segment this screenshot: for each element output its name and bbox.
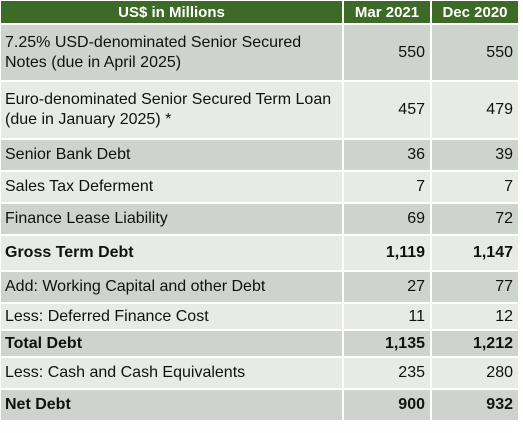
row-dec-2020: 550 — [432, 25, 518, 80]
debt-table: US$ in Millions Mar 2021 Dec 2020 7.25% … — [1, 1, 518, 420]
table-row: Sales Tax Deferment 7 7 — [1, 172, 518, 202]
row-mar-2021: 69 — [344, 204, 430, 234]
row-dec-2020: 280 — [432, 358, 518, 388]
header-mar-2021: Mar 2021 — [344, 1, 430, 23]
row-mar-2021: 550 — [344, 25, 430, 80]
row-label: Senior Bank Debt — [1, 140, 342, 170]
table-row: Gross Term Debt 1,119 1,147 — [1, 236, 518, 270]
row-label: Euro-denominated Senior Secured Term Loa… — [1, 82, 342, 138]
row-dec-2020: 7 — [432, 172, 518, 202]
row-dec-2020: 1,212 — [432, 331, 518, 356]
row-mar-2021: 1,135 — [344, 331, 430, 356]
row-label: Total Debt — [1, 331, 342, 356]
row-label: Add: Working Capital and other Debt — [1, 272, 342, 302]
header-row: US$ in Millions Mar 2021 Dec 2020 — [1, 1, 518, 23]
row-label: Net Debt — [1, 390, 342, 420]
table-row: Add: Working Capital and other Debt 27 7… — [1, 272, 518, 302]
row-mar-2021: 7 — [344, 172, 430, 202]
header-dec-2020: Dec 2020 — [432, 1, 518, 23]
row-mar-2021: 1,119 — [344, 236, 430, 270]
row-label: Less: Cash and Cash Equivalents — [1, 358, 342, 388]
row-dec-2020: 932 — [432, 390, 518, 420]
row-mar-2021: 457 — [344, 82, 430, 138]
row-mar-2021: 11 — [344, 304, 430, 329]
table-row: Senior Bank Debt 36 39 — [1, 140, 518, 170]
row-dec-2020: 39 — [432, 140, 518, 170]
row-label: 7.25% USD-denominated Senior Secured Not… — [1, 25, 342, 80]
table-row: Less: Cash and Cash Equivalents 235 280 — [1, 358, 518, 388]
row-dec-2020: 72 — [432, 204, 518, 234]
table-row: Total Debt 1,135 1,212 — [1, 331, 518, 356]
row-mar-2021: 235 — [344, 358, 430, 388]
row-mar-2021: 900 — [344, 390, 430, 420]
table-row: Net Debt 900 932 — [1, 390, 518, 420]
table-row: Less: Deferred Finance Cost 11 12 — [1, 304, 518, 329]
table-row: 7.25% USD-denominated Senior Secured Not… — [1, 25, 518, 80]
row-dec-2020: 77 — [432, 272, 518, 302]
table-row: Finance Lease Liability 69 72 — [1, 204, 518, 234]
row-label: Less: Deferred Finance Cost — [1, 304, 342, 329]
row-label: Gross Term Debt — [1, 236, 342, 270]
row-label: Sales Tax Deferment — [1, 172, 342, 202]
row-dec-2020: 479 — [432, 82, 518, 138]
table-row: Euro-denominated Senior Secured Term Loa… — [1, 82, 518, 138]
header-label: US$ in Millions — [1, 1, 342, 23]
row-label: Finance Lease Liability — [1, 204, 342, 234]
row-mar-2021: 36 — [344, 140, 430, 170]
row-dec-2020: 1,147 — [432, 236, 518, 270]
row-mar-2021: 27 — [344, 272, 430, 302]
row-dec-2020: 12 — [432, 304, 518, 329]
